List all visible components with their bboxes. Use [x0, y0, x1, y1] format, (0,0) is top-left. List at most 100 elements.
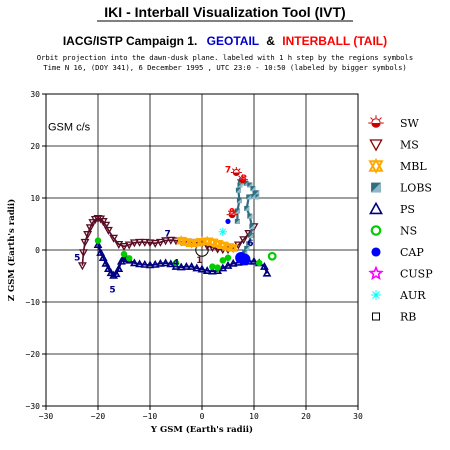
tri-shape [166, 236, 176, 245]
lobe-tri [244, 245, 250, 251]
gsm-annotation: GSM c/s [48, 121, 91, 133]
tri-shape [369, 139, 383, 152]
legend-item: SW [368, 115, 420, 130]
legend-item: LOBS [371, 182, 432, 195]
lobe-tri [250, 193, 256, 199]
circle-ring-icon [370, 225, 382, 236]
point-label: 5 [74, 253, 80, 263]
y-axis-label: Z GSM (Earth's radii) [6, 199, 17, 301]
tri-shape [114, 264, 124, 272]
geotail-point [249, 256, 259, 265]
tri-shape [101, 258, 111, 267]
point-label: 6 [247, 239, 253, 249]
sun-ray [227, 210, 231, 213]
legend-label: NS [400, 225, 417, 238]
lobe-square-icon [371, 182, 381, 193]
ns-point [214, 264, 221, 271]
interball-point [150, 239, 160, 248]
geotail-point [156, 258, 165, 267]
geotail-point [187, 261, 196, 270]
dot [219, 257, 227, 264]
sw-point [230, 167, 242, 177]
lobes-point [235, 187, 241, 193]
interball-point [140, 238, 150, 247]
sw-point [226, 209, 238, 219]
open-square-icon [372, 312, 380, 321]
lobes-point [244, 205, 250, 211]
triangle-up-icon [369, 201, 383, 215]
lobes-point [234, 208, 240, 214]
ns-point [209, 263, 216, 270]
interball-point [80, 238, 90, 247]
tri-shape [197, 264, 207, 273]
tri-shape [80, 238, 90, 247]
interball-point [78, 249, 88, 258]
lobe-sq [237, 182, 243, 188]
ns-point [219, 257, 227, 264]
interball-point [161, 237, 171, 246]
lobe-sq [249, 224, 255, 230]
lobe-tri [250, 186, 256, 192]
sun-ray [244, 175, 247, 178]
legend-item: AUR [371, 289, 426, 302]
tri-shape [171, 237, 181, 246]
subtitle-line-2: Time N 16, (DOY 341), 6 December 1995 , … [43, 63, 407, 72]
lobes-point [244, 245, 250, 251]
interball-point [119, 243, 129, 252]
star-down [202, 237, 213, 247]
lobe-sq [234, 218, 240, 224]
tri-shape [130, 258, 139, 267]
star-down [368, 160, 384, 175]
tri-shape [262, 268, 272, 277]
sun-ray [379, 117, 382, 120]
lobe-sq [242, 250, 248, 256]
tri-shape [171, 261, 181, 270]
ns-point [255, 259, 263, 267]
point-label: 5 [109, 286, 115, 296]
x-axis-label: Y GSM (Earth's radii) [150, 424, 253, 435]
tri-shape [109, 234, 119, 243]
tri-shape [88, 219, 98, 228]
legend-label: LOBS [400, 182, 432, 195]
lobe-sq [250, 193, 256, 199]
dot [371, 247, 381, 257]
interball-label: INTERBALL (TAIL) [282, 34, 387, 48]
y-tick-label: 0 [35, 246, 40, 255]
dot [125, 255, 133, 262]
interball-point [83, 231, 93, 240]
ns-ring-point [267, 251, 277, 261]
tri-shape [119, 243, 129, 252]
tri-shape [129, 239, 139, 248]
geotail-point [114, 264, 124, 272]
geotail-label: GEOTAIL [207, 34, 259, 48]
sun-ray [234, 210, 237, 213]
sw-point [237, 174, 249, 184]
geotail-point [130, 258, 139, 267]
lobe-sq [234, 208, 240, 214]
plot-area: −30 −20 −10 0 10 20 30−30−20−10010203055467789… [26, 90, 363, 421]
point-label: 4 [173, 259, 179, 269]
sun-fill [371, 123, 381, 128]
aur-point [218, 227, 227, 236]
interball-point [239, 236, 249, 245]
sun-ray [238, 175, 241, 178]
lobe-tri [371, 182, 381, 193]
tri-shape [106, 268, 116, 277]
tri-shape [156, 258, 165, 267]
lobes-point [236, 198, 242, 204]
lobe-tri [246, 241, 252, 247]
lobe-sq [250, 186, 256, 192]
lobe-sq [244, 205, 250, 211]
y-tick-label: −20 [26, 350, 41, 359]
geotail-point [150, 259, 160, 268]
star-outline-icon [368, 265, 384, 281]
amp-label: & [266, 34, 275, 48]
lobe-tri [234, 218, 240, 224]
geotail-point [197, 264, 207, 273]
tri-shape [135, 259, 144, 268]
tri-shape [150, 239, 160, 248]
dot [224, 254, 232, 262]
lobes-point [246, 194, 252, 200]
tri-shape [96, 247, 105, 256]
tri-shape [135, 238, 145, 247]
